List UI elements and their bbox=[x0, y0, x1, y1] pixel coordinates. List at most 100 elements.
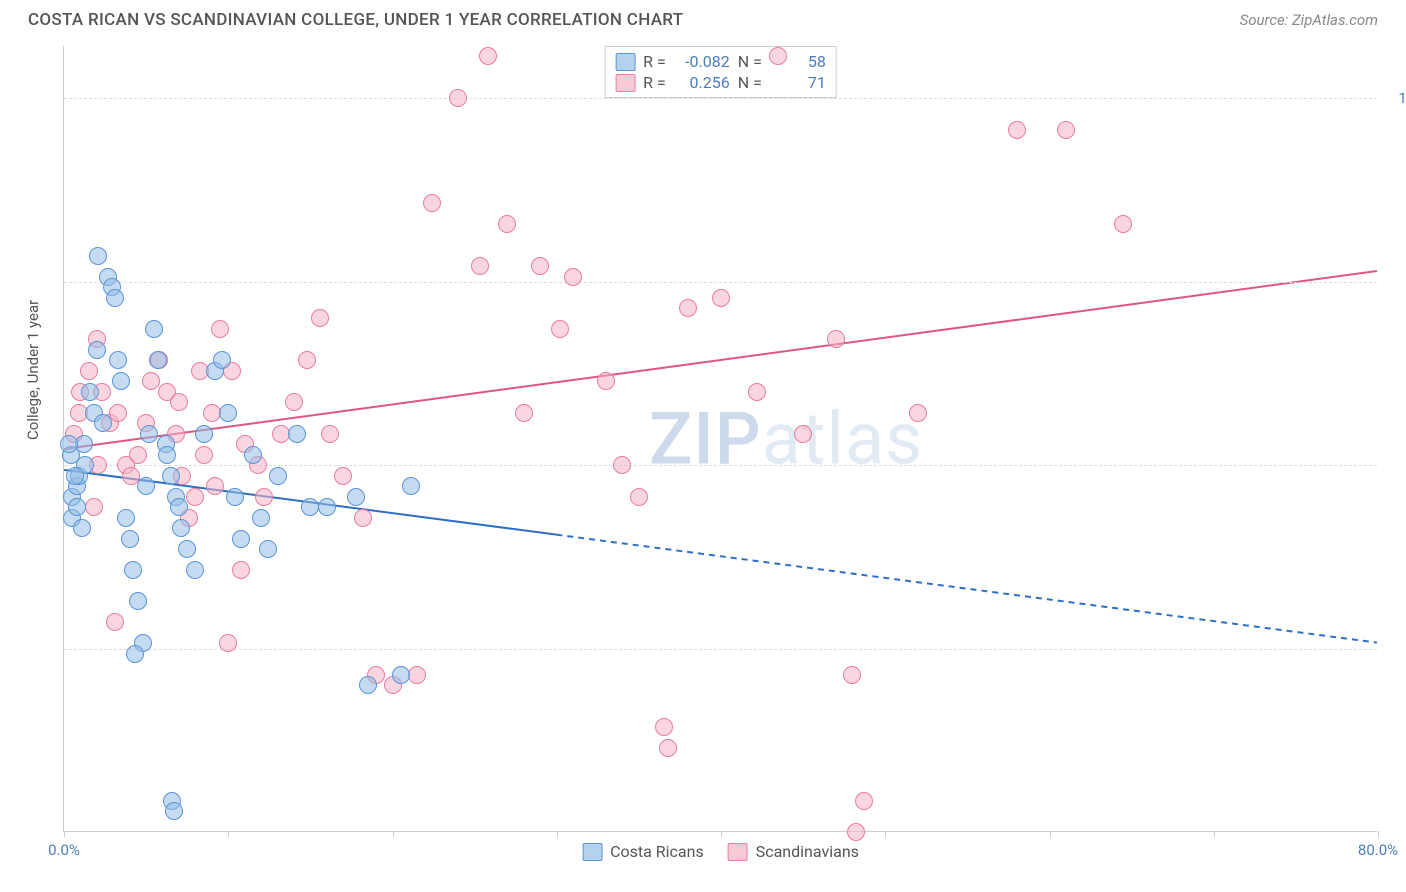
gridline bbox=[64, 98, 1377, 99]
watermark-zip: ZIP bbox=[649, 396, 762, 481]
scatter-point bbox=[659, 739, 677, 757]
scatter-point bbox=[909, 404, 927, 422]
x-tick bbox=[557, 831, 558, 837]
scatter-point bbox=[794, 425, 812, 443]
scatter-point bbox=[392, 666, 410, 684]
scatter-point bbox=[232, 530, 250, 548]
scatter-point bbox=[769, 47, 787, 65]
x-tick bbox=[64, 831, 65, 837]
scatter-point bbox=[298, 351, 316, 369]
scatter-point bbox=[498, 215, 516, 233]
scatter-point bbox=[255, 488, 273, 506]
scatter-point bbox=[354, 509, 372, 527]
scatter-point bbox=[129, 446, 147, 464]
scatter-point bbox=[149, 351, 167, 369]
scatter-point bbox=[359, 676, 377, 694]
scatter-point bbox=[712, 289, 730, 307]
scatter-point bbox=[162, 467, 180, 485]
scatter-point bbox=[531, 257, 549, 275]
scatter-point bbox=[301, 498, 319, 516]
scatter-point bbox=[347, 488, 365, 506]
scatter-point bbox=[402, 477, 420, 495]
scatter-point bbox=[219, 404, 237, 422]
scatter-point bbox=[170, 498, 188, 516]
scatter-point bbox=[94, 414, 112, 432]
scatter-point bbox=[252, 509, 270, 527]
legend-r-label: R = bbox=[643, 52, 666, 71]
scatter-point bbox=[272, 425, 290, 443]
scatter-point bbox=[112, 372, 130, 390]
legend-label: Scandinavians bbox=[756, 842, 859, 861]
scatter-point bbox=[855, 792, 873, 810]
scatter-point bbox=[137, 477, 155, 495]
y-tick-label: 100.0% bbox=[1387, 89, 1406, 107]
scatter-point bbox=[66, 467, 84, 485]
scatter-point bbox=[219, 634, 237, 652]
scatter-point bbox=[203, 404, 221, 422]
scatter-point bbox=[827, 330, 845, 348]
scatter-point bbox=[81, 383, 99, 401]
legend-item-scandinavians: Scandinavians bbox=[728, 842, 859, 861]
scatter-point bbox=[89, 247, 107, 265]
scatter-point bbox=[1008, 121, 1026, 139]
legend-swatch-blue bbox=[615, 53, 635, 71]
correlation-legend: R = -0.082 N = 58 R = 0.256 N = 71 bbox=[604, 46, 837, 98]
scatter-point bbox=[121, 530, 139, 548]
scatter-point bbox=[843, 666, 861, 684]
scatter-point bbox=[195, 425, 213, 443]
scatter-point bbox=[613, 456, 631, 474]
scatter-point bbox=[73, 519, 91, 537]
scatter-point bbox=[479, 47, 497, 65]
scatter-point bbox=[60, 435, 78, 453]
scatter-point bbox=[88, 341, 106, 359]
scatter-point bbox=[226, 488, 244, 506]
y-tick-label: 82.5% bbox=[1387, 273, 1406, 291]
scatter-point bbox=[244, 446, 262, 464]
legend-r-value: 0.256 bbox=[674, 73, 730, 92]
trend-lines-svg bbox=[64, 46, 1377, 831]
scatter-point bbox=[564, 268, 582, 286]
scatter-point bbox=[321, 425, 339, 443]
scatter-point bbox=[106, 289, 124, 307]
scatter-point bbox=[195, 446, 213, 464]
scatter-point bbox=[597, 372, 615, 390]
legend-row-pink: R = 0.256 N = 71 bbox=[615, 72, 826, 93]
x-tick bbox=[1378, 831, 1379, 837]
scatter-point bbox=[186, 561, 204, 579]
scatter-point bbox=[655, 718, 673, 736]
scatter-point bbox=[170, 393, 188, 411]
source-label: Source: ZipAtlas.com bbox=[1240, 11, 1378, 29]
legend-label: Costa Ricans bbox=[610, 842, 704, 861]
y-axis-label: College, Under 1 year bbox=[24, 300, 42, 440]
scatter-point bbox=[109, 351, 127, 369]
legend-n-label: N = bbox=[738, 52, 762, 71]
scatter-point bbox=[551, 320, 569, 338]
legend-swatch-blue bbox=[582, 843, 602, 861]
scatter-point bbox=[109, 404, 127, 422]
scatter-point bbox=[408, 666, 426, 684]
scatter-point bbox=[259, 540, 277, 558]
scatter-point bbox=[232, 561, 250, 579]
x-tick bbox=[721, 831, 722, 837]
gridline bbox=[64, 282, 1377, 283]
scatter-point bbox=[165, 802, 183, 820]
series-legend: Costa Ricans Scandinavians bbox=[582, 842, 859, 861]
scatter-point bbox=[449, 89, 467, 107]
scatter-point bbox=[318, 498, 336, 516]
x-tick-label: 0.0% bbox=[48, 841, 80, 859]
x-tick bbox=[393, 831, 394, 837]
scatter-point bbox=[285, 393, 303, 411]
scatter-point bbox=[334, 467, 352, 485]
scatter-point bbox=[186, 488, 204, 506]
y-tick-label: 65.0% bbox=[1387, 456, 1406, 474]
scatter-point bbox=[1114, 215, 1132, 233]
chart-title: COSTA RICAN VS SCANDINAVIAN COLLEGE, UND… bbox=[28, 10, 683, 30]
legend-row-blue: R = -0.082 N = 58 bbox=[615, 51, 826, 72]
scatter-point bbox=[206, 477, 224, 495]
scatter-point bbox=[124, 561, 142, 579]
scatter-point bbox=[172, 519, 190, 537]
x-tick bbox=[885, 831, 886, 837]
scatter-point bbox=[213, 351, 231, 369]
scatter-point bbox=[269, 467, 287, 485]
scatter-point bbox=[126, 645, 144, 663]
